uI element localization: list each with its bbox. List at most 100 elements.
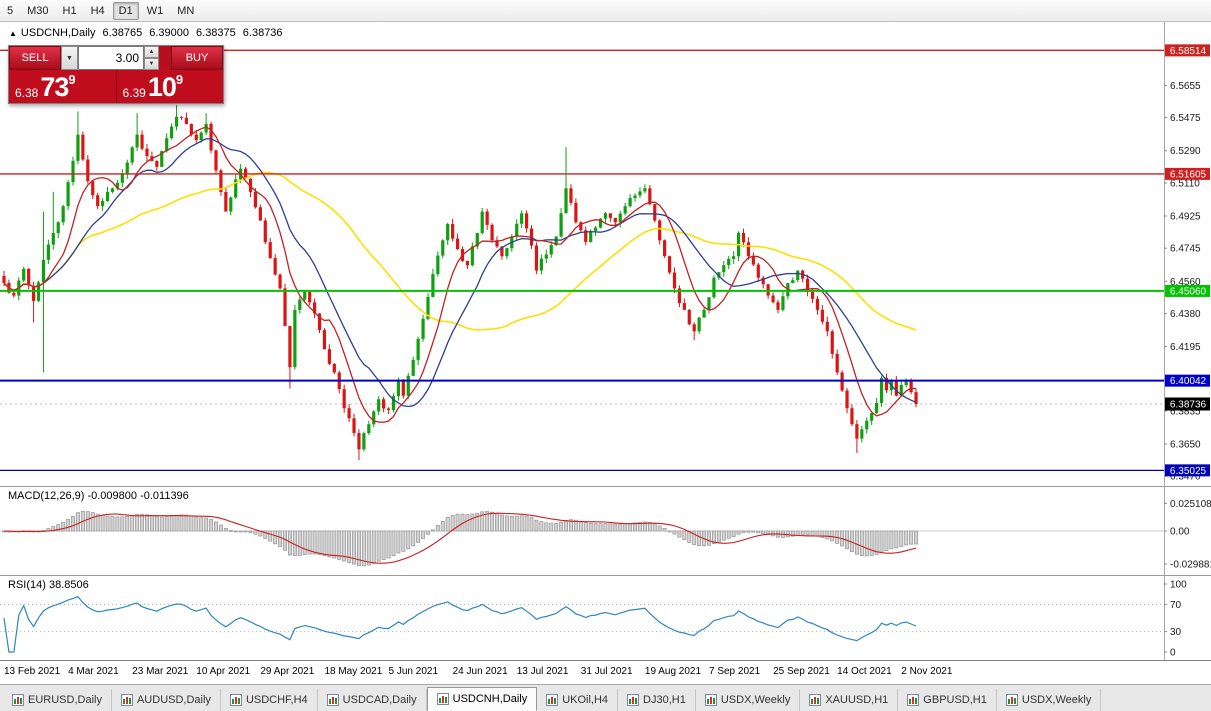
ma-slow-line [3,171,917,331]
volume-dropdown-button[interactable]: ▼ [61,46,78,70]
macd-tick-label: 0.025108 [1170,499,1211,510]
axis-price-label: 6.35025 [1165,464,1210,477]
tab-label: EURUSD,Daily [28,694,102,706]
rsi-chart[interactable]: 100 70 30 0 [0,576,1211,660]
date-label: 18 May 2021 [324,666,383,677]
buy-price-prefix: 6.39 [122,86,146,100]
date-label: 4 Mar 2021 [68,666,119,677]
date-label: 19 Aug 2021 [644,666,702,677]
buy-price-sup: 9 [175,72,184,87]
timeframe-button-5[interactable]: 5 [1,2,19,20]
macd-histogram [2,510,919,567]
macd-chart[interactable]: 0.025108 0.00 -0.029881 [0,487,1211,575]
axis-price-label: 6.58514 [1165,44,1210,57]
tab-label: USDX,Weekly [720,694,791,706]
chart-tab-ukoil[interactable]: UKOil,H4 [537,689,619,711]
macd-tick-label: -0.029881 [1170,559,1211,570]
collapse-arrow-icon[interactable]: ▲ [9,28,17,38]
timeframe-button-m30[interactable]: M30 [21,2,54,20]
chart-tab-usdcad[interactable]: USDCAD,Daily [318,689,427,711]
tab-label: USDCAD,Daily [342,694,417,706]
volume-spinner: ▲ ▼ [144,46,159,70]
chart-icon [546,694,559,706]
rsi-tick-label: 0 [1170,648,1176,659]
timeframe-button-h4[interactable]: H4 [85,2,111,20]
date-label: 14 Oct 2021 [837,666,892,677]
chart-tab-audusd[interactable]: AUDUSD,Daily [112,689,221,711]
chart-tab-dj30[interactable]: DJ30,H1 [618,689,696,711]
ma-fast-line [3,126,917,423]
chart-icon [436,693,449,705]
price-tick-label: 6.5475 [1170,113,1201,124]
buy-button[interactable]: BUY [171,46,223,70]
price-tick-label: 6.3835 [1170,406,1201,417]
chart-icon [704,694,717,706]
order-controls-row: SELL ▼ ▲ ▼ BUY [9,46,223,70]
chart-icon [120,694,133,706]
sell-price-big: 73 [40,72,69,102]
timeframe-button-d1[interactable]: D1 [112,1,139,20]
macd-tick-label: 0.00 [1170,527,1190,538]
axis-price-label: 6.38736 [1165,397,1210,411]
tab-label: USDCHF,H4 [245,694,308,706]
chart-icon [326,694,339,706]
ohlc-open: 6.38765 [102,27,143,39]
sell-button[interactable]: SELL [9,46,61,70]
date-label: 24 Jun 2021 [452,666,508,677]
chart-tab-gbpusd[interactable]: GBPUSD,H1 [898,689,997,711]
rsi-tick-label: 70 [1170,600,1182,611]
date-label: 31 Jul 2021 [580,666,633,677]
chart-tab-usdchf[interactable]: USDCHF,H4 [221,689,318,711]
symbol-label: USDCNH,Daily [20,27,96,39]
date-label: 13 Jul 2021 [516,666,569,677]
time-axis[interactable]: 13 Feb 2021 4 Mar 2021 23 Mar 2021 10 Apr 2… [0,660,1211,684]
timeframe-toolbar: 5 M30 H1 H4 D1 W1 MN [0,0,1211,22]
chart-icon [907,694,920,706]
rsi-tick-label: 30 [1170,627,1182,638]
timeframe-button-w1[interactable]: W1 [141,2,170,20]
chart-tab-eurusd[interactable]: EURUSD,Daily [3,689,112,711]
date-label: 23 Mar 2021 [132,666,189,677]
chart-icon [1005,694,1018,706]
ohlc-low: 6.38375 [196,27,236,39]
ma-mid-line [3,138,917,408]
volume-spinner-down-icon[interactable]: ▼ [144,58,159,70]
timeframe-button-mn[interactable]: MN [171,2,200,20]
chart-tab-xauusd[interactable]: XAUUSD,H1 [800,689,899,711]
axis-price-label: 6.45060 [1165,284,1210,297]
volume-spinner-up-icon[interactable]: ▲ [144,46,159,58]
chart-header: ▲ USDCNH,Daily 6.38765 6.39000 6.38375 6… [9,27,283,39]
sell-price[interactable]: 6.38 73 9 [9,70,116,103]
price-tick-label: 6.4925 [1170,212,1201,223]
price-tick-label: 6.5110 [1170,178,1200,189]
chart-tab-bar: EURUSD,Daily AUDUSD,Daily USDCHF,H4 USDCAD,… [0,684,1211,711]
chart-tab-usdx[interactable]: USDX,Weekly [696,689,801,711]
price-divider [115,70,117,103]
chart-tab-usdcnh[interactable]: USDCNH,Daily [426,687,538,711]
price-tick-label: 6.3650 [1170,439,1201,450]
tab-label: DJ30,H1 [643,694,686,706]
tab-label: AUDUSD,Daily [136,694,211,706]
svg-text:6.51605: 6.51605 [1170,169,1207,180]
macd-indicator-label: MACD(12,26,9) -0.009800 -0.011396 [8,490,189,502]
date-label: 10 Apr 2021 [196,666,251,677]
volume-input[interactable] [78,46,144,70]
sell-price-prefix: 6.38 [15,86,39,100]
tab-label: XAUUSD,H1 [825,694,889,706]
tab-label: USDCNH,Daily [452,693,528,705]
chart-icon [809,694,822,706]
rsi-tick-label: 100 [1170,580,1187,591]
chart-icon [229,694,242,706]
date-label: 2 Nov 2021 [901,666,953,677]
svg-text:6.58514: 6.58514 [1170,46,1207,57]
price-tick-label: 6.3470 [1170,472,1201,483]
buy-price[interactable]: 6.39 10 9 [117,70,224,103]
svg-text:6.45060: 6.45060 [1170,286,1207,297]
chart-icon [627,694,640,706]
one-click-trading-panel: SELL ▼ ▲ ▼ BUY 6.38 73 9 6.39 10 9 [8,45,224,104]
date-label: 13 Feb 2021 [4,666,61,677]
chart-tab-usdx[interactable]: USDX,Weekly [997,689,1102,711]
timeframe-button-h1[interactable]: H1 [57,2,83,20]
ohlc-close: 6.38736 [242,27,283,39]
price-tick-label: 6.4380 [1170,309,1201,320]
